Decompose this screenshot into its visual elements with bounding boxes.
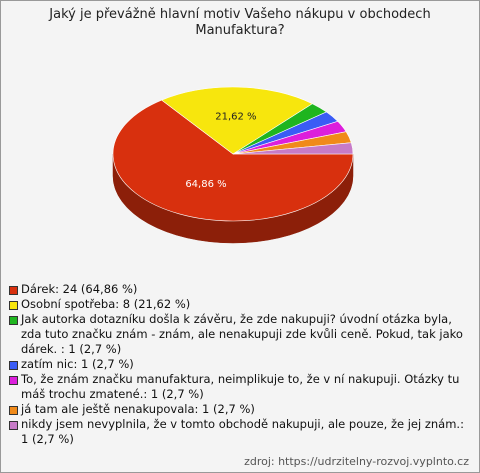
legend-item: já tam ale ještě nenakupovala: 1 (2,7 %) [9, 402, 471, 417]
pie-slice [161, 86, 313, 155]
legend-label: Jak autorka dotazníku došla k závěru, že… [21, 312, 463, 356]
data-label: 64,86 % [185, 179, 226, 190]
legend-swatch [9, 286, 18, 295]
legend-item: To, že znám značku manufaktura, neimplik… [9, 372, 471, 402]
legend-swatch [9, 361, 18, 370]
legend-label: já tam ale ještě nenakupovala: 1 (2,7 %) [21, 402, 255, 416]
chart-title: Jaký je převážně hlavní motiv Vašeho nák… [49, 7, 431, 38]
legend-label: nikdy jsem nevyplnila, že v tomto obchod… [21, 417, 464, 446]
pie-slice [112, 99, 354, 222]
legend-label: To, že znám značku manufaktura, neimplik… [21, 372, 460, 401]
legend-item: nikdy jsem nevyplnila, že v tomto obchod… [9, 417, 471, 447]
pie-area: 64,86 % 21,62 % [112, 86, 354, 244]
data-label: 21,62 % [215, 112, 256, 123]
legend-label: Dárek: 24 (64,86 %) [21, 282, 138, 296]
legend-swatch [9, 421, 18, 430]
legend-label: Osobní spotřeba: 8 (21,62 %) [21, 297, 191, 311]
legend-swatch [9, 316, 18, 325]
legend-item: zatím nic: 1 (2,7 %) [9, 357, 471, 372]
source: zdroj: https://udrzitelny-rozvoj.vyplnto… [244, 455, 469, 468]
legend-label: zatím nic: 1 (2,7 %) [21, 357, 134, 371]
legend-item: Osobní spotřeba: 8 (21,62 %) [9, 297, 471, 312]
legend-swatch [9, 376, 18, 385]
legend-item: Dárek: 24 (64,86 %) [9, 282, 471, 297]
pie-slice [232, 142, 354, 155]
legend-swatch [9, 301, 18, 310]
legend-item: Jak autorka dotazníku došla k závěru, že… [9, 312, 471, 357]
legend-swatch [9, 406, 18, 415]
legend: Dárek: 24 (64,86 %) Osobní spotřeba: 8 (2… [9, 282, 471, 447]
